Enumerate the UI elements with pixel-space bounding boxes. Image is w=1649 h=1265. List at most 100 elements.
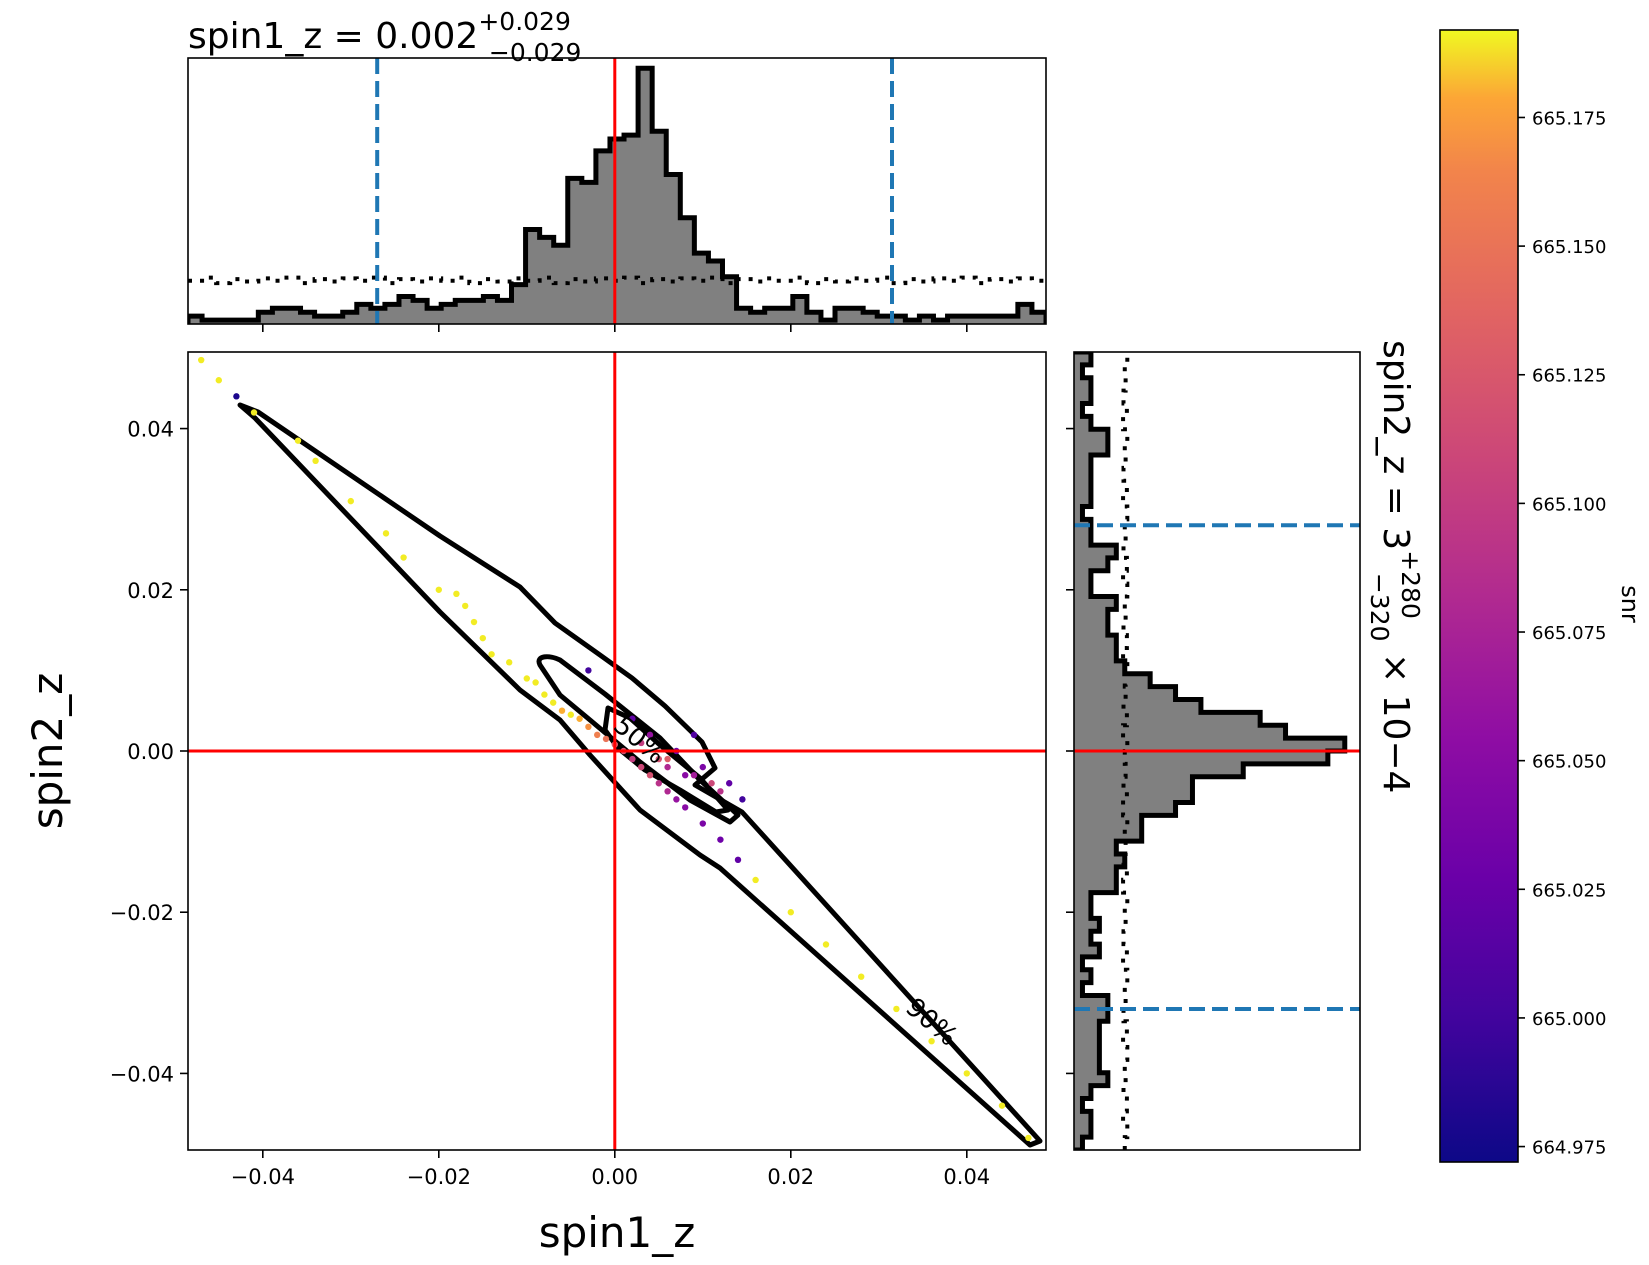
scatter-point	[998, 1102, 1006, 1109]
colorbar-tick-label: 665.175	[1532, 108, 1606, 129]
y-tick-label: −0.04	[110, 1062, 174, 1086]
scatter-point	[664, 763, 671, 771]
colorbar-tick-label: 665.050	[1532, 752, 1606, 773]
colorbar-tick-label: 665.125	[1532, 366, 1606, 387]
colorbar-gradient	[1439, 29, 1519, 1163]
main-x-axis-ticks: −0.04 −0.02 0.00 0.02 0.04	[231, 1150, 990, 1189]
scatter-point	[576, 715, 583, 722]
scatter-point	[479, 634, 486, 642]
scatter-point	[1025, 1134, 1032, 1142]
x-tick-label: −0.02	[407, 1165, 471, 1189]
y-axis-label: spin2_z	[23, 673, 72, 830]
colorbar-tick-label: 665.150	[1532, 237, 1606, 258]
scatter-point	[664, 788, 671, 795]
scatter-point	[347, 497, 354, 505]
scatter-point	[470, 618, 478, 626]
scatter-point	[646, 771, 654, 779]
main-2d-panel: 50% 90% −0.04 −0.02 0.00 0.02 0.04 −0.04−0.0…	[23, 351, 1047, 1257]
spin2-z-summary-title: spin2_z = 3+280−320 × 10−4	[1365, 340, 1425, 793]
scatter-point	[690, 771, 698, 779]
x-tick-label: 0.02	[767, 1165, 814, 1189]
scatter-point	[858, 973, 865, 980]
scatter-point	[233, 393, 240, 400]
top-histogram-panel: spin1_z = 0.002+0.029 −0.029	[187, 7, 1047, 332]
scatter-point	[550, 699, 557, 706]
scatter-point	[541, 691, 548, 698]
colorbar-tick-label: 665.000	[1532, 1009, 1606, 1030]
colorbar-tick-label: 665.100	[1532, 494, 1606, 515]
main-y-axis-ticks: −0.04 −0.02 0.00 0.02 0.04	[110, 418, 188, 1086]
scatter-point	[602, 735, 610, 743]
x-tick-label: 0.00	[591, 1165, 638, 1189]
scatter-point	[682, 771, 689, 779]
scatter-point	[699, 763, 706, 771]
colorbar: 664.975 665.000 665.025 665.050 665.075 665.1…	[1439, 29, 1644, 1163]
scatter-point	[585, 667, 592, 674]
y-tick-label: 0.00	[127, 740, 174, 764]
x-axis-label: spin1_z	[539, 1208, 696, 1257]
y-tick-label: 0.04	[127, 418, 174, 442]
y-tick-label: −0.02	[110, 901, 174, 925]
scatter-point	[699, 820, 706, 827]
scatter-point	[655, 780, 662, 787]
scatter-point	[638, 739, 645, 747]
top-histogram-xticks	[261, 324, 968, 332]
scatter-point	[664, 755, 671, 763]
scatter-point	[250, 409, 258, 416]
scatter-point	[435, 586, 442, 593]
scatter-point	[655, 755, 662, 763]
scatter-point	[198, 356, 205, 364]
scatter-point	[752, 876, 759, 884]
scatter-point	[708, 780, 715, 787]
scatter-point	[488, 651, 495, 658]
scatter-point	[506, 659, 513, 666]
x-tick-label: 0.04	[943, 1165, 990, 1189]
scatter-point	[726, 780, 733, 787]
scatter-point	[629, 715, 636, 722]
colorbar-ticks: 664.975 665.000 665.025 665.050 665.075 665.1…	[1518, 108, 1606, 1159]
scatter-point	[673, 796, 680, 803]
scatter-point	[963, 1070, 970, 1077]
scatter-point	[646, 731, 654, 739]
scatter-points	[198, 356, 1032, 1142]
scatter-point	[717, 836, 724, 843]
scatter-point	[682, 804, 689, 811]
y-tick-label: 0.02	[127, 579, 174, 603]
right-histogram-panel: spin2_z = 3+280−320 × 10−4	[1066, 340, 1425, 1151]
scatter-point	[558, 707, 566, 714]
scatter-point	[739, 796, 746, 803]
spin1-z-histogram-fill	[188, 68, 1046, 324]
colorbar-tick-label: 664.975	[1532, 1138, 1606, 1159]
spin1-z-histogram-step	[188, 65, 1046, 324]
scatter-point	[567, 711, 574, 718]
scatter-point	[532, 679, 539, 686]
scatter-point	[690, 731, 698, 739]
scatter-point	[822, 941, 830, 948]
spin1-z-prior-line	[188, 275, 1046, 286]
colorbar-tick-label: 665.075	[1532, 623, 1606, 644]
scatter-point	[382, 530, 390, 537]
scatter-point	[453, 590, 460, 598]
scatter-point	[215, 377, 222, 384]
scatter-point	[400, 554, 407, 561]
scatter-point	[717, 788, 724, 795]
top-histogram-frame	[187, 57, 1047, 325]
scatter-point	[523, 675, 530, 682]
scatter-point	[893, 1005, 900, 1013]
scatter-point	[462, 602, 469, 610]
scatter-point	[585, 723, 592, 731]
colorbar-tick-label: 665.025	[1532, 880, 1606, 901]
scatter-point	[928, 1037, 935, 1045]
colorbar-label: snr	[1616, 585, 1644, 623]
scatter-point	[787, 909, 794, 916]
scatter-point	[294, 437, 302, 444]
scatter-point	[594, 731, 601, 739]
scatter-point	[629, 755, 636, 763]
scatter-point	[638, 763, 645, 771]
x-tick-label: −0.04	[231, 1165, 295, 1189]
spin1-z-summary-title: spin1_z = 0.002+0.029 −0.029	[188, 7, 581, 67]
scatter-point	[734, 856, 742, 864]
contour-90-percent	[237, 402, 1043, 1148]
right-histogram-yticks	[1066, 427, 1074, 1075]
